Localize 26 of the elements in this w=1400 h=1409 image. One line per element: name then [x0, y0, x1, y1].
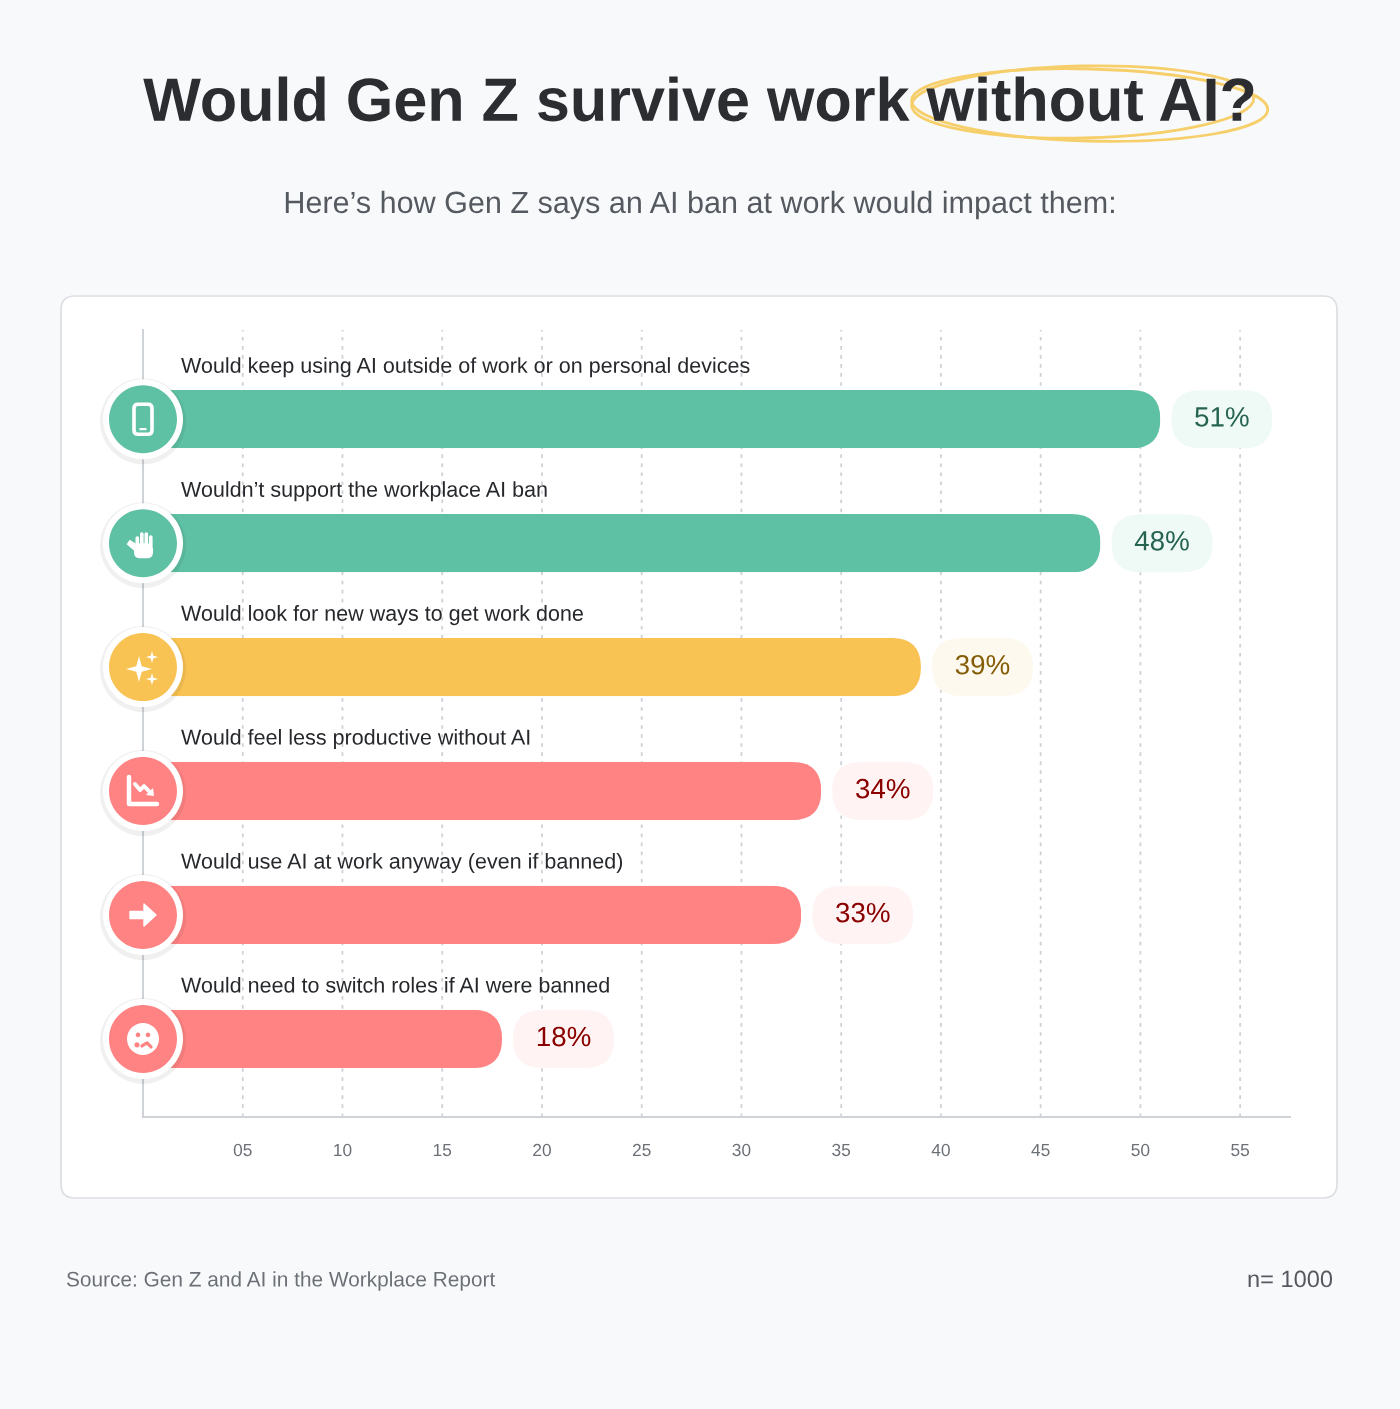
y-tick-label: Would need to switch roles if AI were banned: [181, 976, 609, 993]
data-label: 39%: [955, 654, 1010, 675]
x-tick-label: 20: [533, 1143, 551, 1157]
data-label: 33%: [836, 902, 890, 923]
data-label: 18%: [537, 1026, 591, 1047]
x-tick-label: 45: [1031, 1144, 1050, 1157]
x-tick-label: 35: [832, 1143, 851, 1157]
data-label: 34%: [855, 778, 910, 799]
y-tick-label: Wouldn’t support the workplace AI ban: [181, 481, 547, 502]
data-label: 51%: [1195, 407, 1249, 427]
x-tick-label: 55: [1231, 1144, 1250, 1157]
x-tick-label: 10: [334, 1143, 352, 1157]
text: n= 1000: [1248, 1270, 1333, 1288]
y-tick-label: Would use AI at work anyway (even if banned): [181, 852, 623, 874]
x-tick-label: 40: [931, 1143, 950, 1157]
x-tick-label: 25: [632, 1143, 651, 1157]
x-tick-label: 15: [433, 1144, 452, 1157]
chart-subtitle: Here’s how Gen Z says an AI ban at work would impact them:: [285, 190, 1114, 220]
data-label: 48%: [1134, 530, 1189, 551]
y-tick-label: Would keep using AI outside of work or on personal devices: [181, 357, 750, 378]
x-tick-label: 05: [233, 1143, 252, 1157]
x-tick-label: 30: [732, 1143, 751, 1157]
source-note: Source: Gen Z and AI in the Workplace Report: [66, 1271, 496, 1291]
y-tick-label: Would feel less productive without AI: [181, 729, 530, 750]
y-tick-label: Would look for new ways to get work done: [181, 605, 583, 626]
x-tick-label: 50: [1131, 1143, 1150, 1157]
